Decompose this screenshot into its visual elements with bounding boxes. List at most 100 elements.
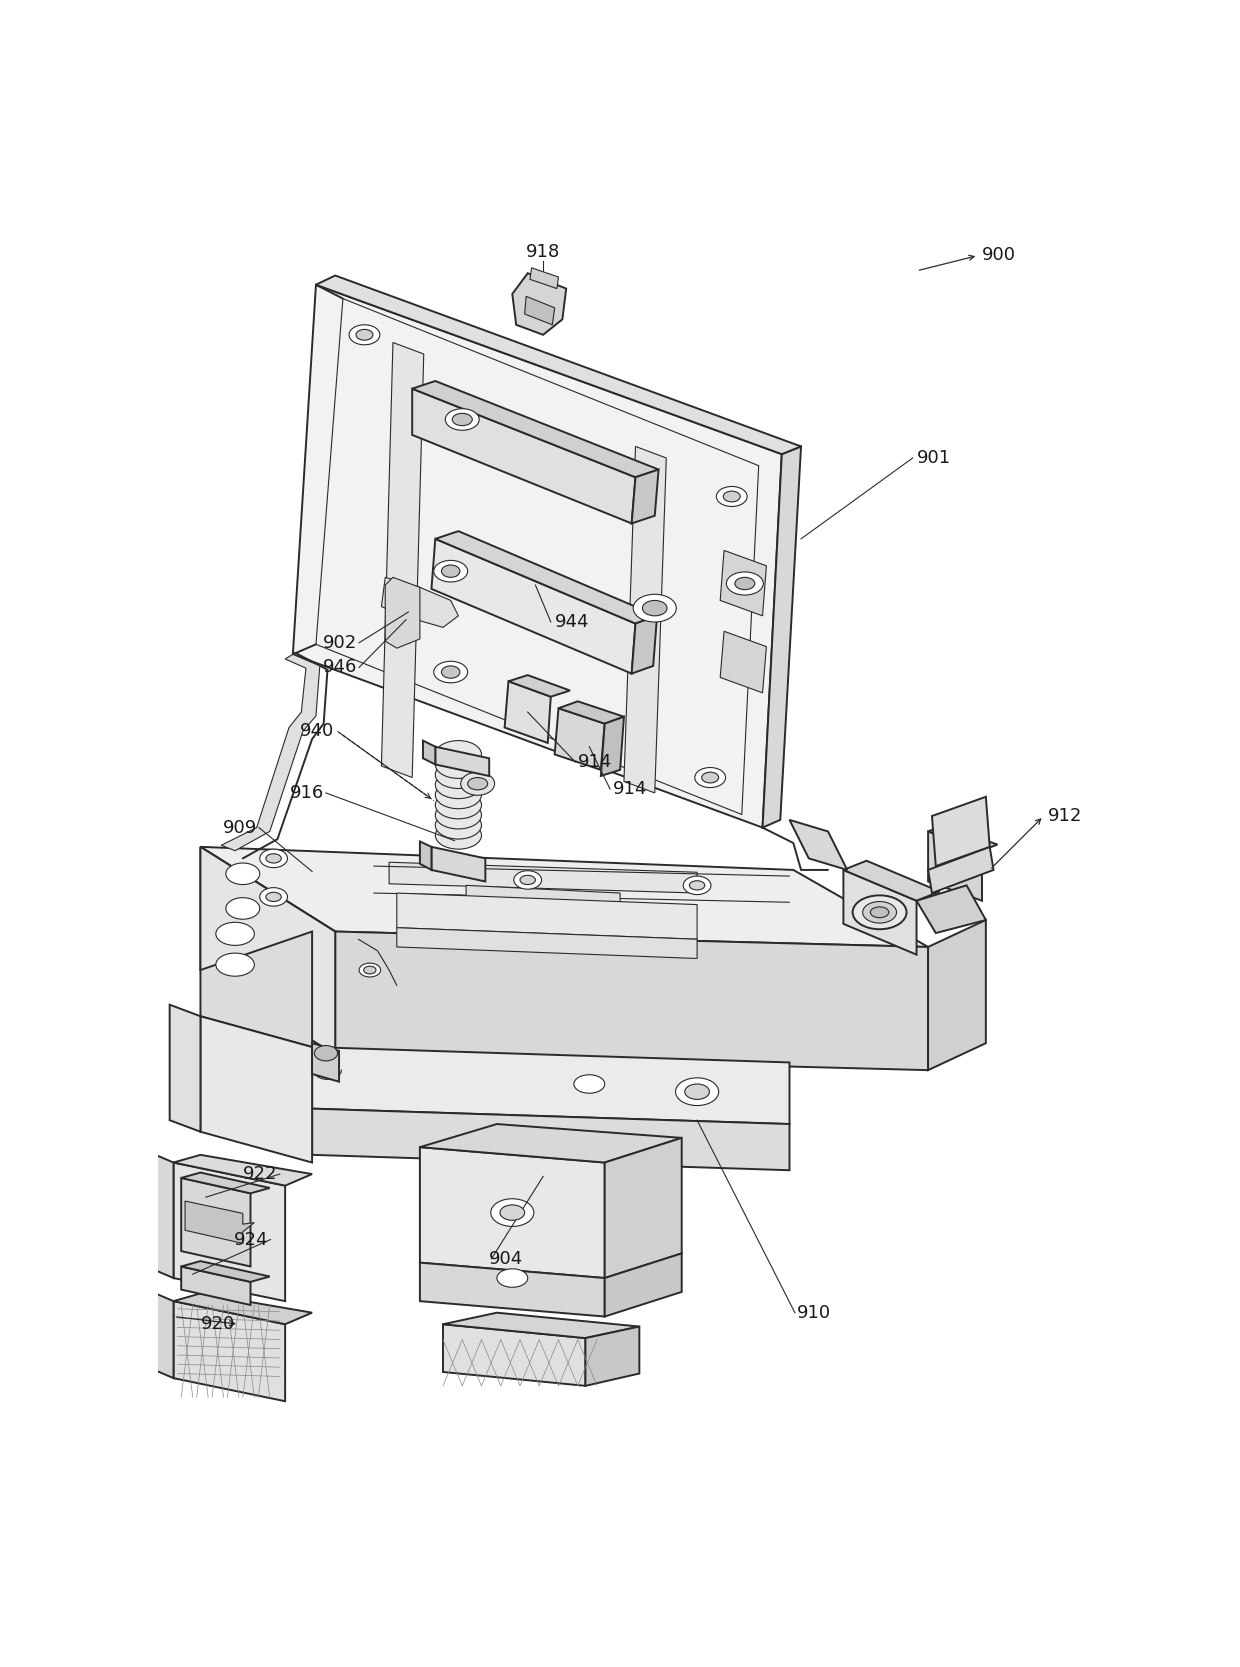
Polygon shape [412,388,635,523]
Polygon shape [201,1017,312,1155]
Polygon shape [508,675,570,697]
Ellipse shape [694,767,725,787]
Text: 940: 940 [299,722,334,740]
Text: 918: 918 [526,243,560,262]
Ellipse shape [445,408,479,430]
Polygon shape [312,1047,790,1124]
Polygon shape [420,1147,605,1279]
Polygon shape [170,1005,201,1132]
Ellipse shape [684,1084,709,1100]
Ellipse shape [723,492,740,502]
Ellipse shape [735,577,755,590]
Ellipse shape [717,487,748,507]
Polygon shape [312,1109,790,1170]
Ellipse shape [497,1269,528,1287]
Ellipse shape [574,1075,605,1094]
Polygon shape [490,909,596,939]
Polygon shape [201,847,335,1055]
Polygon shape [763,447,801,827]
Polygon shape [201,847,928,947]
Polygon shape [185,1200,254,1244]
Polygon shape [585,1327,640,1385]
Ellipse shape [491,1199,534,1227]
Text: 924: 924 [233,1230,268,1249]
Polygon shape [631,615,657,673]
Polygon shape [790,820,847,870]
Polygon shape [512,273,567,335]
Ellipse shape [435,750,481,778]
Polygon shape [928,920,986,1070]
Text: 904: 904 [490,1250,523,1269]
Polygon shape [720,632,766,693]
Ellipse shape [642,600,667,615]
Text: 900: 900 [982,247,1016,265]
Ellipse shape [265,892,281,902]
Polygon shape [624,447,666,793]
Polygon shape [720,550,766,615]
Polygon shape [335,932,928,1070]
Ellipse shape [216,954,254,977]
Text: 914: 914 [613,780,647,798]
Polygon shape [525,297,554,325]
Ellipse shape [226,897,259,919]
Polygon shape [529,268,558,288]
Polygon shape [843,860,940,900]
Polygon shape [928,847,993,894]
Polygon shape [389,862,697,894]
Polygon shape [412,382,658,477]
Polygon shape [843,870,916,955]
Ellipse shape [435,760,481,788]
Polygon shape [432,847,485,882]
Polygon shape [420,1262,605,1317]
Polygon shape [916,885,986,934]
Polygon shape [221,655,320,850]
Polygon shape [420,842,432,870]
Polygon shape [181,1172,270,1194]
Text: 902: 902 [322,633,357,652]
Polygon shape [181,1267,250,1305]
Polygon shape [605,1254,682,1317]
Ellipse shape [513,870,542,889]
Text: 912: 912 [1048,807,1081,825]
Ellipse shape [870,907,889,917]
Ellipse shape [226,864,259,885]
Ellipse shape [689,880,704,890]
Ellipse shape [441,665,460,678]
Polygon shape [293,285,781,827]
Polygon shape [435,747,490,777]
Polygon shape [146,1290,174,1379]
Ellipse shape [467,777,487,790]
Ellipse shape [683,877,711,895]
Polygon shape [174,1302,285,1402]
Ellipse shape [676,1079,719,1105]
Polygon shape [605,1139,682,1279]
Polygon shape [397,894,697,939]
Polygon shape [201,932,312,1047]
Ellipse shape [520,875,536,885]
Polygon shape [932,797,990,867]
Polygon shape [181,1179,250,1267]
Ellipse shape [435,792,481,818]
Polygon shape [631,470,658,523]
Text: 916: 916 [289,783,324,802]
Polygon shape [443,1312,640,1339]
Ellipse shape [265,854,281,864]
Polygon shape [443,1324,585,1385]
Polygon shape [181,1262,270,1282]
Text: 901: 901 [916,448,951,467]
Polygon shape [397,929,697,959]
Polygon shape [505,682,551,743]
Polygon shape [201,847,335,1055]
Polygon shape [316,275,801,453]
Text: 914: 914 [578,753,613,772]
Ellipse shape [461,772,495,795]
Ellipse shape [500,1205,525,1220]
Text: 909: 909 [222,818,257,837]
Ellipse shape [360,964,381,977]
Polygon shape [554,708,605,770]
Ellipse shape [853,895,906,929]
Polygon shape [928,832,982,900]
Polygon shape [435,532,657,623]
Ellipse shape [727,572,764,595]
Ellipse shape [435,802,481,828]
